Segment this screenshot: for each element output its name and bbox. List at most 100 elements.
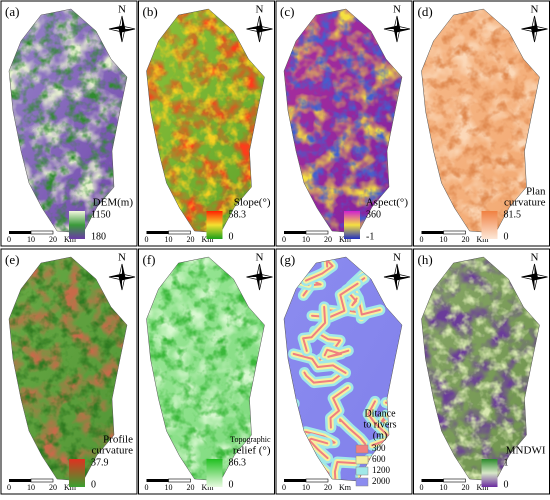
legend-max: 37.9 [91, 457, 109, 468]
legend-min: 0 [504, 231, 509, 242]
scale-label: 10 [440, 483, 448, 492]
north-label: N [256, 252, 264, 264]
legend-max: 1150 [91, 209, 111, 220]
scale-label: 0 [7, 235, 11, 244]
scale-label: 0 [420, 483, 424, 492]
north-label: N [256, 4, 264, 16]
north-label: N [393, 252, 401, 264]
scale-bar [30, 230, 54, 235]
river-buffer [292, 352, 347, 374]
legend-swatch [355, 455, 369, 465]
legend-colorbar [481, 459, 498, 487]
legend-title: DEM(m) [93, 197, 134, 209]
legend-colorbar [481, 211, 498, 239]
scale-bar [284, 231, 306, 234]
legend-min: 180 [91, 231, 106, 242]
river-buffer [305, 258, 334, 282]
scale-label: 20 [462, 235, 470, 244]
legend-swatch [355, 466, 369, 476]
scale-label: 10 [27, 483, 35, 492]
panel-label: (h) [418, 252, 433, 267]
scale-label: Km [477, 235, 490, 244]
legend-swatch [355, 444, 369, 454]
legend-title: Slope(°) [234, 197, 271, 209]
scale-bar [168, 230, 191, 235]
scale-label: 10 [302, 483, 310, 492]
river-buffer [333, 461, 356, 481]
legend-max: 1 [504, 457, 509, 468]
scale-bar [9, 231, 31, 234]
river-buffer [323, 348, 350, 358]
scale-label: 20 [324, 483, 332, 492]
scale-label: 20 [462, 483, 470, 492]
scale-label: Km [477, 483, 490, 492]
legend-title: (m) [373, 430, 387, 441]
scale-label: 0 [420, 235, 424, 244]
scale-label: 0 [282, 483, 286, 492]
legend-colorbar [69, 211, 85, 239]
north-arrow-fill [521, 264, 548, 290]
scale-bar [30, 478, 54, 483]
legend-min: 0 [229, 479, 234, 490]
panel-label: (e) [5, 252, 19, 267]
scale-label: 20 [324, 235, 332, 244]
north-arrow-fill [384, 16, 410, 42]
scale-bar [9, 479, 31, 482]
legend-title: Topographic [230, 435, 271, 444]
north-label: N [393, 4, 401, 16]
scale-label: 10 [165, 235, 173, 244]
scale-label: Km [339, 483, 352, 492]
scale-label: Km [64, 235, 77, 244]
map-outline [283, 8, 403, 234]
legend-min: 0 [504, 479, 509, 490]
north-label: N [531, 252, 539, 264]
north-arrow-fill [384, 264, 410, 290]
north-arrow-fill [246, 16, 273, 42]
legend-colorbar [206, 211, 223, 239]
legend-min: -1 [366, 231, 374, 242]
scale-label: 10 [440, 235, 448, 244]
river-buffer [308, 437, 329, 460]
legend-colorbar [344, 211, 360, 239]
scale-bar [421, 479, 444, 482]
scale-bar [284, 479, 306, 482]
panel: (c) N 0 10 20 Km 360 -1 Aspect(°) [275, 0, 413, 247]
scale-bar [421, 231, 444, 234]
north-arrow-fill [109, 264, 135, 290]
map-outline [8, 8, 128, 234]
legend-title: curvature [504, 197, 546, 209]
north-label: N [118, 4, 126, 16]
scale-label: 10 [302, 235, 310, 244]
river-buffer [329, 386, 350, 429]
scale-label: 0 [145, 235, 149, 244]
legend-min: 0 [91, 479, 96, 490]
legend-colorbar [69, 459, 85, 487]
legend-title: MNDWI [506, 445, 546, 457]
legend-max: 81.5 [504, 209, 522, 220]
scale-bar [443, 478, 466, 483]
scale-bar [443, 230, 466, 235]
scale-label: Km [339, 235, 352, 244]
legend-min: 0 [229, 231, 234, 242]
legend-class-label: 2000 [372, 476, 391, 486]
legend-title: Aspect(°) [366, 197, 409, 209]
north-label: N [531, 4, 539, 16]
river-buffer [302, 305, 327, 352]
panel-label: (c) [280, 4, 294, 19]
panel: (a) N 0 10 20 Km 1150 180 DEM(m) [0, 0, 138, 247]
legend-title: Plan [526, 186, 546, 198]
map-outline [146, 8, 265, 234]
scale-label: 10 [165, 483, 173, 492]
legend-title: relief (°) [233, 445, 271, 457]
scale-bar [305, 230, 329, 235]
map-outline [421, 256, 540, 482]
scale-label: Km [202, 235, 215, 244]
scale-bar [305, 478, 329, 483]
panel-label: (g) [280, 252, 295, 267]
scale-label: Km [64, 483, 77, 492]
